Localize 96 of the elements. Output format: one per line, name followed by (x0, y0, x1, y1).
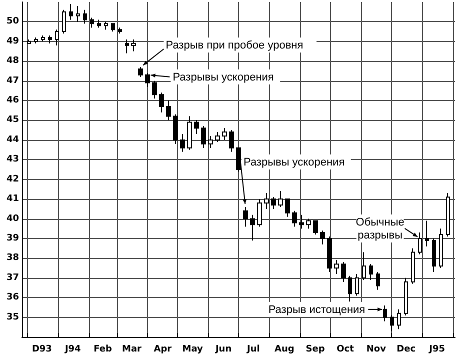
x-tick-label: D93 (32, 344, 52, 354)
candlestick (243, 206, 248, 228)
candlestick (355, 273, 359, 296)
candlestick (83, 9, 87, 24)
candlestick (341, 262, 346, 282)
candlestick (306, 218, 311, 230)
candlestick (236, 147, 241, 172)
candlestick (229, 130, 234, 152)
candlestick (432, 238, 436, 272)
y-tick-label: 39 (6, 233, 19, 244)
candlestick (411, 248, 415, 284)
y-tick-label: 38 (6, 253, 19, 264)
x-tick-label: Oct (336, 344, 355, 354)
candlestick (292, 210, 297, 228)
x-tick-label: Nov (366, 344, 386, 354)
candlestick (369, 264, 373, 280)
candlestick (439, 228, 443, 269)
candlestick (390, 314, 394, 332)
y-tick-label: 42 (6, 174, 19, 184)
candlestick (111, 23, 115, 32)
annotation: Разрывы ускорения (172, 71, 274, 84)
candlestick (194, 120, 199, 135)
x-tick-label: May (182, 344, 204, 354)
candlestick (320, 230, 325, 245)
y-tick-label: 47 (6, 76, 19, 86)
candlestick (418, 232, 422, 255)
y-tick-label: 43 (6, 154, 19, 165)
x-tick-label: Dec (396, 344, 416, 354)
y-tick-label: 37 (6, 272, 19, 283)
y-tick-label: 40 (6, 214, 19, 224)
candlestick (27, 38, 31, 44)
y-tick-label: 44 (6, 134, 19, 145)
candlestick (404, 277, 408, 316)
candlestick (125, 38, 129, 54)
candlestick (327, 236, 332, 272)
y-tick-label: 45 (6, 115, 19, 126)
x-tick-label: Jun (214, 344, 232, 354)
annotation: Разрыв истощения (268, 304, 366, 316)
candlestick (264, 192, 269, 210)
x-tick-label: Mar (122, 344, 142, 354)
candlestick (166, 100, 171, 121)
annotation: Разрыв при пробое уровня (166, 40, 304, 52)
annotation: Обычные разрывы (356, 216, 404, 242)
candlestick (118, 27, 122, 34)
candlestick (145, 72, 150, 88)
x-tick-label: Aug (274, 344, 294, 354)
x-tick-label: Apr (154, 344, 172, 354)
candlestick (173, 114, 178, 144)
candlestick (446, 192, 450, 237)
candlestick (362, 252, 366, 280)
candlestick (250, 214, 255, 241)
candlestick (187, 116, 192, 150)
x-tick-label: J94 (64, 344, 81, 354)
candlestick (257, 198, 262, 228)
candlestick (69, 3, 73, 20)
candlestick (208, 136, 213, 148)
candlestick (313, 220, 318, 236)
x-tick-label: Sep (306, 344, 326, 354)
candlestick (334, 260, 339, 274)
candlestick (97, 19, 101, 28)
candlestick (299, 214, 304, 230)
candlestick (215, 132, 220, 142)
candlestick (152, 80, 157, 100)
candlestick (271, 196, 276, 210)
candlestick (90, 17, 94, 28)
y-tick-label: 49 (6, 36, 19, 46)
y-tick-label: 35 (6, 312, 19, 322)
y-tick-label: 50 (6, 16, 19, 27)
candlestick (285, 198, 290, 218)
candlestick (425, 220, 429, 247)
candlestick (34, 36, 38, 44)
candlestick (48, 35, 52, 44)
y-tick-label: 48 (6, 56, 19, 66)
candlestick (383, 304, 387, 322)
candlestick (376, 271, 380, 290)
candlestick (138, 66, 143, 78)
candlestick (104, 21, 108, 30)
candlestick (180, 134, 185, 152)
candlestick (222, 128, 227, 140)
y-tick-label: 41 (6, 194, 19, 204)
candlestick (41, 35, 45, 42)
y-tick-label: 36 (6, 292, 19, 303)
candlestick (55, 29, 59, 46)
candlestick (62, 9, 66, 34)
candlestick (278, 190, 283, 208)
x-tick-label: J95 (428, 344, 445, 354)
candlestick (397, 308, 401, 330)
annotation: Разрывы ускорения (243, 156, 345, 168)
x-tick-label: Jul (246, 344, 260, 354)
candlestick (201, 126, 206, 148)
candlestick (348, 275, 352, 302)
y-tick-label: 46 (6, 96, 19, 106)
candlestick (159, 92, 164, 113)
candlestick (76, 5, 80, 22)
x-tick-label: Feb (94, 344, 113, 354)
candlestick (131, 38, 136, 52)
